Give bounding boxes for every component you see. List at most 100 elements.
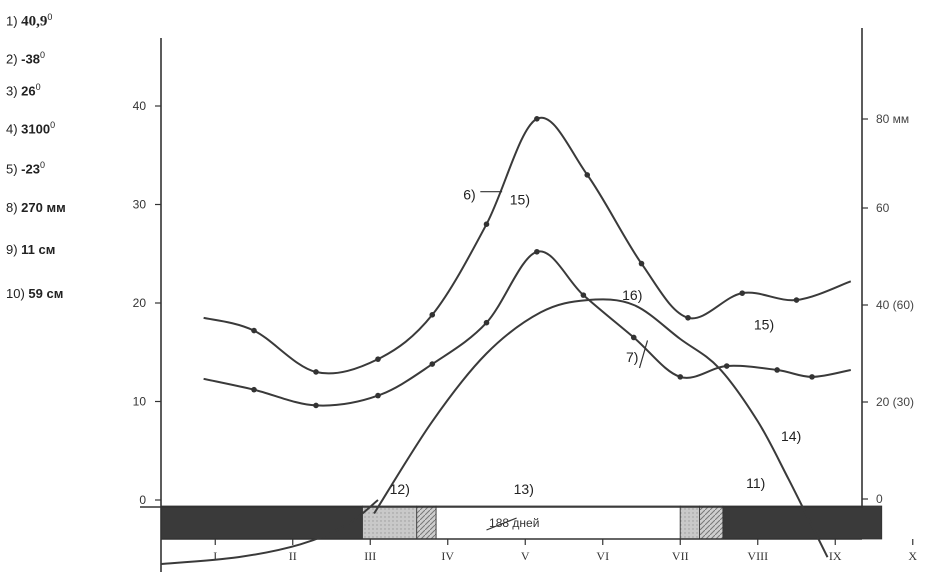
- data-point: [313, 402, 319, 409]
- annotation-label: 7): [626, 349, 638, 365]
- left-tick-label: 10: [133, 395, 147, 409]
- series-line: [373, 298, 829, 558]
- data-point: [638, 260, 645, 267]
- annotation-label: 12): [390, 481, 410, 497]
- data-point: [429, 312, 436, 318]
- legend-item: 4) 31000: [6, 120, 55, 136]
- month-label: III: [364, 549, 376, 563]
- legend-number: 5): [6, 161, 22, 177]
- data-point: [774, 367, 780, 373]
- legend-number: 8): [6, 200, 22, 215]
- data-point: [793, 297, 800, 303]
- legend-value: 11 см: [21, 242, 56, 257]
- data-point: [375, 392, 381, 399]
- legend-item: 10) 59 см: [6, 286, 63, 301]
- left-tick-label: 20: [133, 296, 147, 310]
- legend-value: -38: [21, 51, 40, 67]
- annotation-label: 15): [510, 192, 530, 208]
- data-point: [483, 221, 490, 227]
- bar-segment: [722, 505, 883, 540]
- legend-item: 9) 11 см: [6, 242, 55, 257]
- legend-degree: 0: [47, 12, 53, 22]
- data-point: [677, 374, 684, 380]
- month-label: IX: [829, 549, 842, 563]
- legend-value: 59 см: [28, 286, 64, 301]
- data-point: [584, 172, 591, 178]
- month-label: VI: [596, 549, 609, 563]
- annotation-label: 13): [514, 481, 534, 497]
- annotation-label: 6): [463, 187, 475, 203]
- legend-item: 8) 270 мм: [6, 200, 66, 215]
- label-pointer: [638, 340, 649, 369]
- month-label: VII: [672, 549, 689, 563]
- right-tick-label: 80 мм: [876, 112, 909, 126]
- left-tick-label: 30: [133, 198, 147, 212]
- right-tick-label: 20 (30): [876, 395, 914, 409]
- data-point: [685, 314, 691, 321]
- legend-value: 40,9: [21, 13, 48, 30]
- bar-pointer: [486, 517, 517, 531]
- legend-item: 3) 260: [6, 82, 41, 98]
- data-point: [580, 292, 587, 298]
- legend-number: 9): [6, 242, 22, 257]
- data-point: [809, 374, 815, 380]
- annotation-label: 14): [781, 428, 801, 444]
- left-tick-label: 0: [139, 493, 146, 507]
- legend-number: 1): [6, 13, 22, 29]
- legend-value: 26: [21, 83, 36, 99]
- annotation-label: 16): [622, 287, 642, 303]
- legend-number: 10): [6, 286, 29, 301]
- right-tick-label: 40 (60): [876, 298, 914, 312]
- data-point: [534, 116, 540, 122]
- annotation-label: 15): [754, 317, 774, 333]
- bar-label: 188 дней: [489, 516, 539, 530]
- legend-degree: 0: [35, 82, 41, 92]
- right-tick-label: 60: [876, 201, 890, 215]
- legend-number: 4): [6, 121, 22, 137]
- bar-segment: [160, 505, 363, 540]
- month-label: V: [521, 549, 530, 563]
- bar-segment: [679, 505, 701, 540]
- left-tick-label: 40: [133, 99, 147, 113]
- annotation-label: 11): [746, 475, 765, 491]
- data-point: [375, 356, 381, 362]
- season-bar: 188 дней: [160, 505, 883, 540]
- legend-number: 3): [6, 83, 22, 99]
- month-label: VIII: [747, 549, 768, 563]
- data-point: [251, 327, 257, 334]
- bar-segment: [435, 505, 681, 540]
- legend-number: 2): [6, 51, 22, 67]
- curves: [160, 116, 852, 565]
- data-point: [630, 334, 637, 341]
- month-label: II: [289, 549, 297, 563]
- right-tick-label: 0: [876, 492, 883, 506]
- data-point: [483, 319, 490, 326]
- legend-item: 1) 40,90: [6, 12, 52, 30]
- legend-degree: 0: [50, 120, 56, 130]
- legend-item: 5) -230: [6, 160, 45, 176]
- month-label: X: [908, 549, 917, 563]
- bar-segment: [362, 505, 418, 540]
- legend-degree: 0: [39, 160, 45, 170]
- legend-degree: 0: [39, 50, 45, 60]
- legend-value: -23: [21, 161, 40, 177]
- month-label: I: [213, 549, 217, 563]
- legend-value: 3100: [21, 121, 51, 137]
- data-point: [534, 248, 540, 255]
- data-point: [429, 361, 436, 367]
- series-line: [203, 250, 851, 407]
- chart-labels: 6) 15) 16) 7) 15) 14) 12) 13) 11): [390, 187, 802, 498]
- data-point: [251, 386, 257, 393]
- series-line: [160, 499, 379, 565]
- legend-value: 270 мм: [21, 200, 66, 215]
- data-point: [739, 290, 746, 296]
- bar-segment: [699, 505, 724, 540]
- legend-item: 2) -380: [6, 50, 45, 66]
- month-label: IV: [441, 549, 454, 563]
- series-line: [203, 116, 852, 375]
- data-point: [723, 363, 730, 369]
- data-point: [313, 369, 319, 375]
- bar-segment: [416, 505, 437, 540]
